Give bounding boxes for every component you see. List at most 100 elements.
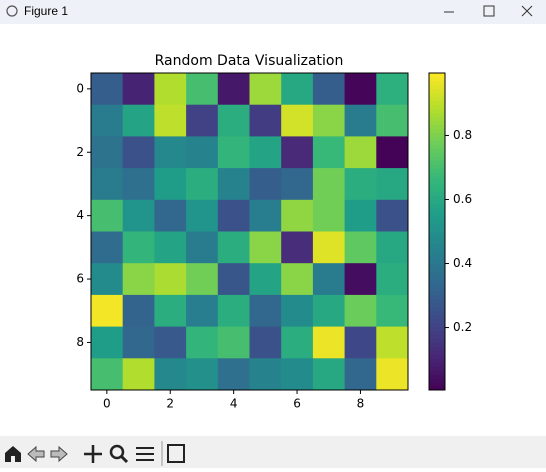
colorbar-tick-label: 0.6 [453, 192, 472, 206]
close-button[interactable] [521, 5, 533, 17]
colorbar-segment [429, 176, 445, 181]
heatmap-cell [91, 168, 124, 201]
heatmap-cell [249, 326, 282, 359]
save-button[interactable] [167, 444, 185, 463]
heatmap-cell [186, 326, 219, 359]
heatmap-cell [312, 231, 345, 264]
heatmap-cell [344, 326, 377, 359]
heatmap-cell [249, 263, 282, 296]
heatmap-cell [91, 294, 124, 327]
colorbar-segment [429, 191, 445, 197]
heatmap-cell [122, 73, 155, 106]
forward-button[interactable] [50, 445, 68, 463]
colorbar-segment [429, 199, 445, 205]
heatmap-cell [91, 136, 124, 169]
colorbar-segment [429, 346, 445, 351]
colorbar-segment [429, 354, 445, 359]
heatmap-cell [186, 358, 219, 391]
y-tick-label: 0 [76, 81, 84, 95]
colorbar-segment [429, 96, 445, 102]
colorbar-segment [429, 132, 445, 137]
colorbar-tick-label: 0.2 [453, 320, 472, 334]
chart-title: Random Data Visualization [155, 53, 344, 69]
colorbar-segment [429, 334, 445, 339]
zoom-button[interactable] [109, 444, 125, 460]
heatmap-cell [122, 168, 155, 201]
back-button[interactable] [27, 445, 45, 463]
colorbar-tick-label: 0.8 [453, 128, 472, 142]
heatmap-cell [376, 231, 409, 264]
heatmap-cell [344, 358, 377, 391]
colorbar-segment [429, 207, 445, 213]
heatmap-cell [122, 358, 155, 391]
heatmap-cell [281, 73, 314, 106]
colorbar-segment [429, 342, 445, 347]
maximize-button[interactable] [483, 5, 495, 17]
colorbar-segment [429, 168, 445, 173]
heatmap-cell [249, 73, 282, 106]
colorbar-segment [429, 156, 445, 161]
colorbar-segment [429, 350, 445, 355]
heatmap-cell [312, 263, 345, 296]
colorbar-segment [429, 275, 445, 280]
colorbar-segment [429, 330, 445, 336]
colorbar-segment [429, 164, 445, 169]
heatmap-cell [376, 136, 409, 169]
colorbar-frame [428, 72, 446, 391]
heatmap-cell [186, 294, 219, 327]
window-title: Figure 1 [24, 4, 68, 18]
x-tick-label: 4 [230, 397, 238, 411]
colorbar-segment [429, 279, 445, 284]
colorbar-segment [429, 227, 445, 232]
colorbar-segment [429, 338, 445, 343]
plot: 0 2 4 6 8 0 2 4 6 8 0.2 0.4 0.6 0.8 [76, 72, 472, 411]
colorbar-segment [429, 378, 445, 383]
heatmap-cell [249, 231, 282, 264]
heatmap-cell [249, 358, 282, 391]
configure-button[interactable] [136, 447, 154, 461]
heatmap-cell [312, 199, 345, 232]
heatmap-cell [122, 136, 155, 169]
y-tick-label: 2 [76, 145, 84, 159]
colorbar-segment [429, 219, 445, 225]
colorbar-segment [429, 116, 445, 122]
colorbar-segment [429, 179, 445, 185]
heatmap-cell [376, 358, 409, 391]
colorbar-segment [429, 263, 445, 268]
colorbar-segment [429, 140, 445, 145]
home-button[interactable] [5, 446, 21, 462]
app-icon [6, 5, 18, 17]
heatmap-cell [344, 263, 377, 296]
heatmap-cell [186, 199, 219, 232]
heatmap-cell [344, 168, 377, 201]
x-tick-label: 8 [357, 397, 365, 411]
heatmap-cell [154, 231, 187, 264]
heatmap-cell [154, 136, 187, 169]
heatmap-cell [217, 294, 250, 327]
colorbar-segment [429, 223, 445, 229]
heatmap-cell [344, 73, 377, 106]
pan-button[interactable] [84, 445, 102, 463]
colorbar-segment [429, 160, 445, 165]
colorbar-segment [429, 172, 445, 177]
heatmap-cell [186, 231, 219, 264]
colorbar-segment [429, 144, 445, 149]
colorbar-segment [429, 310, 445, 316]
colorbar-segment [429, 239, 445, 244]
colorbar-segment [429, 267, 445, 272]
heatmap-cell [376, 168, 409, 201]
colorbar-segment [429, 211, 445, 217]
heatmap-cell [312, 294, 345, 327]
y-tick-label: 6 [76, 272, 84, 286]
heatmap-cell [344, 136, 377, 169]
heatmap-cell [217, 326, 250, 359]
heatmap-cell [91, 73, 124, 106]
colorbar-segment [429, 124, 445, 129]
heatmap-cell [154, 104, 187, 137]
y-tick-label: 8 [76, 335, 84, 349]
heatmap-cell [344, 231, 377, 264]
colorbar-segment [429, 92, 445, 98]
heatmap-cell [186, 263, 219, 296]
colorbar-segment [429, 84, 445, 90]
